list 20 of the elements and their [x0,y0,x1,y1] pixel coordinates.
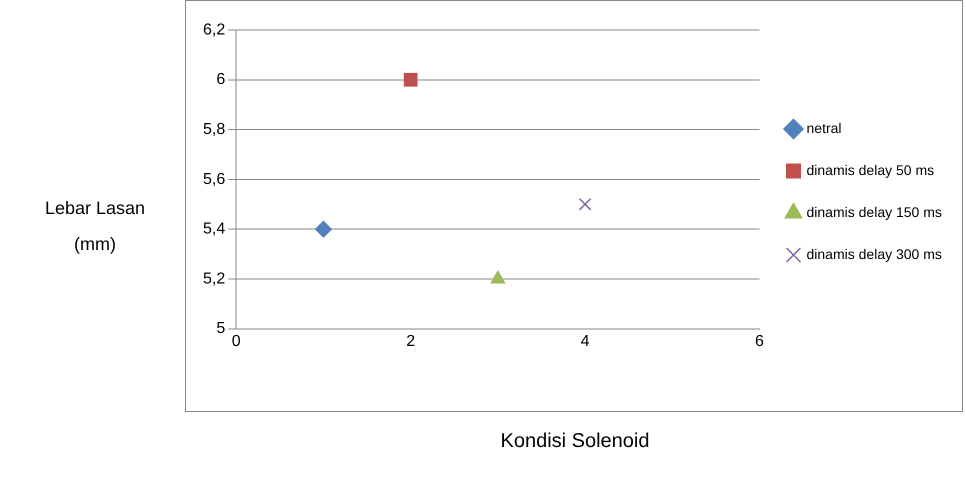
x-tick-label: 2 [406,332,416,350]
y-axis-title: Lebar Lasan (mm) [44,197,146,256]
x-tick-label: 4 [580,332,590,350]
point [314,220,332,238]
y-tick-label: 6 [216,71,226,88]
y-tick-label: 5,2 [202,270,226,288]
y-tick-label: 5,8 [202,121,226,138]
point [404,72,418,87]
point [578,198,592,211]
y-tick-label: 5 [216,320,226,338]
y-tick-label: 5,4 [202,220,226,238]
x-tick-label: 0 [232,332,241,350]
legend-label: dinamis delay 150 ms [806,204,942,220]
x-tick-label: 6 [755,332,764,350]
x-axis-title: Kondisi Solenoid [500,430,650,453]
legend-label: dinamis delay 50 ms [806,162,934,178]
y-tick-label: 5,6 [202,170,226,188]
legend-label: netral [806,120,842,136]
legend-label: dinamis delay 300 ms [806,246,942,262]
y-tick-label: 6,2 [202,21,226,38]
